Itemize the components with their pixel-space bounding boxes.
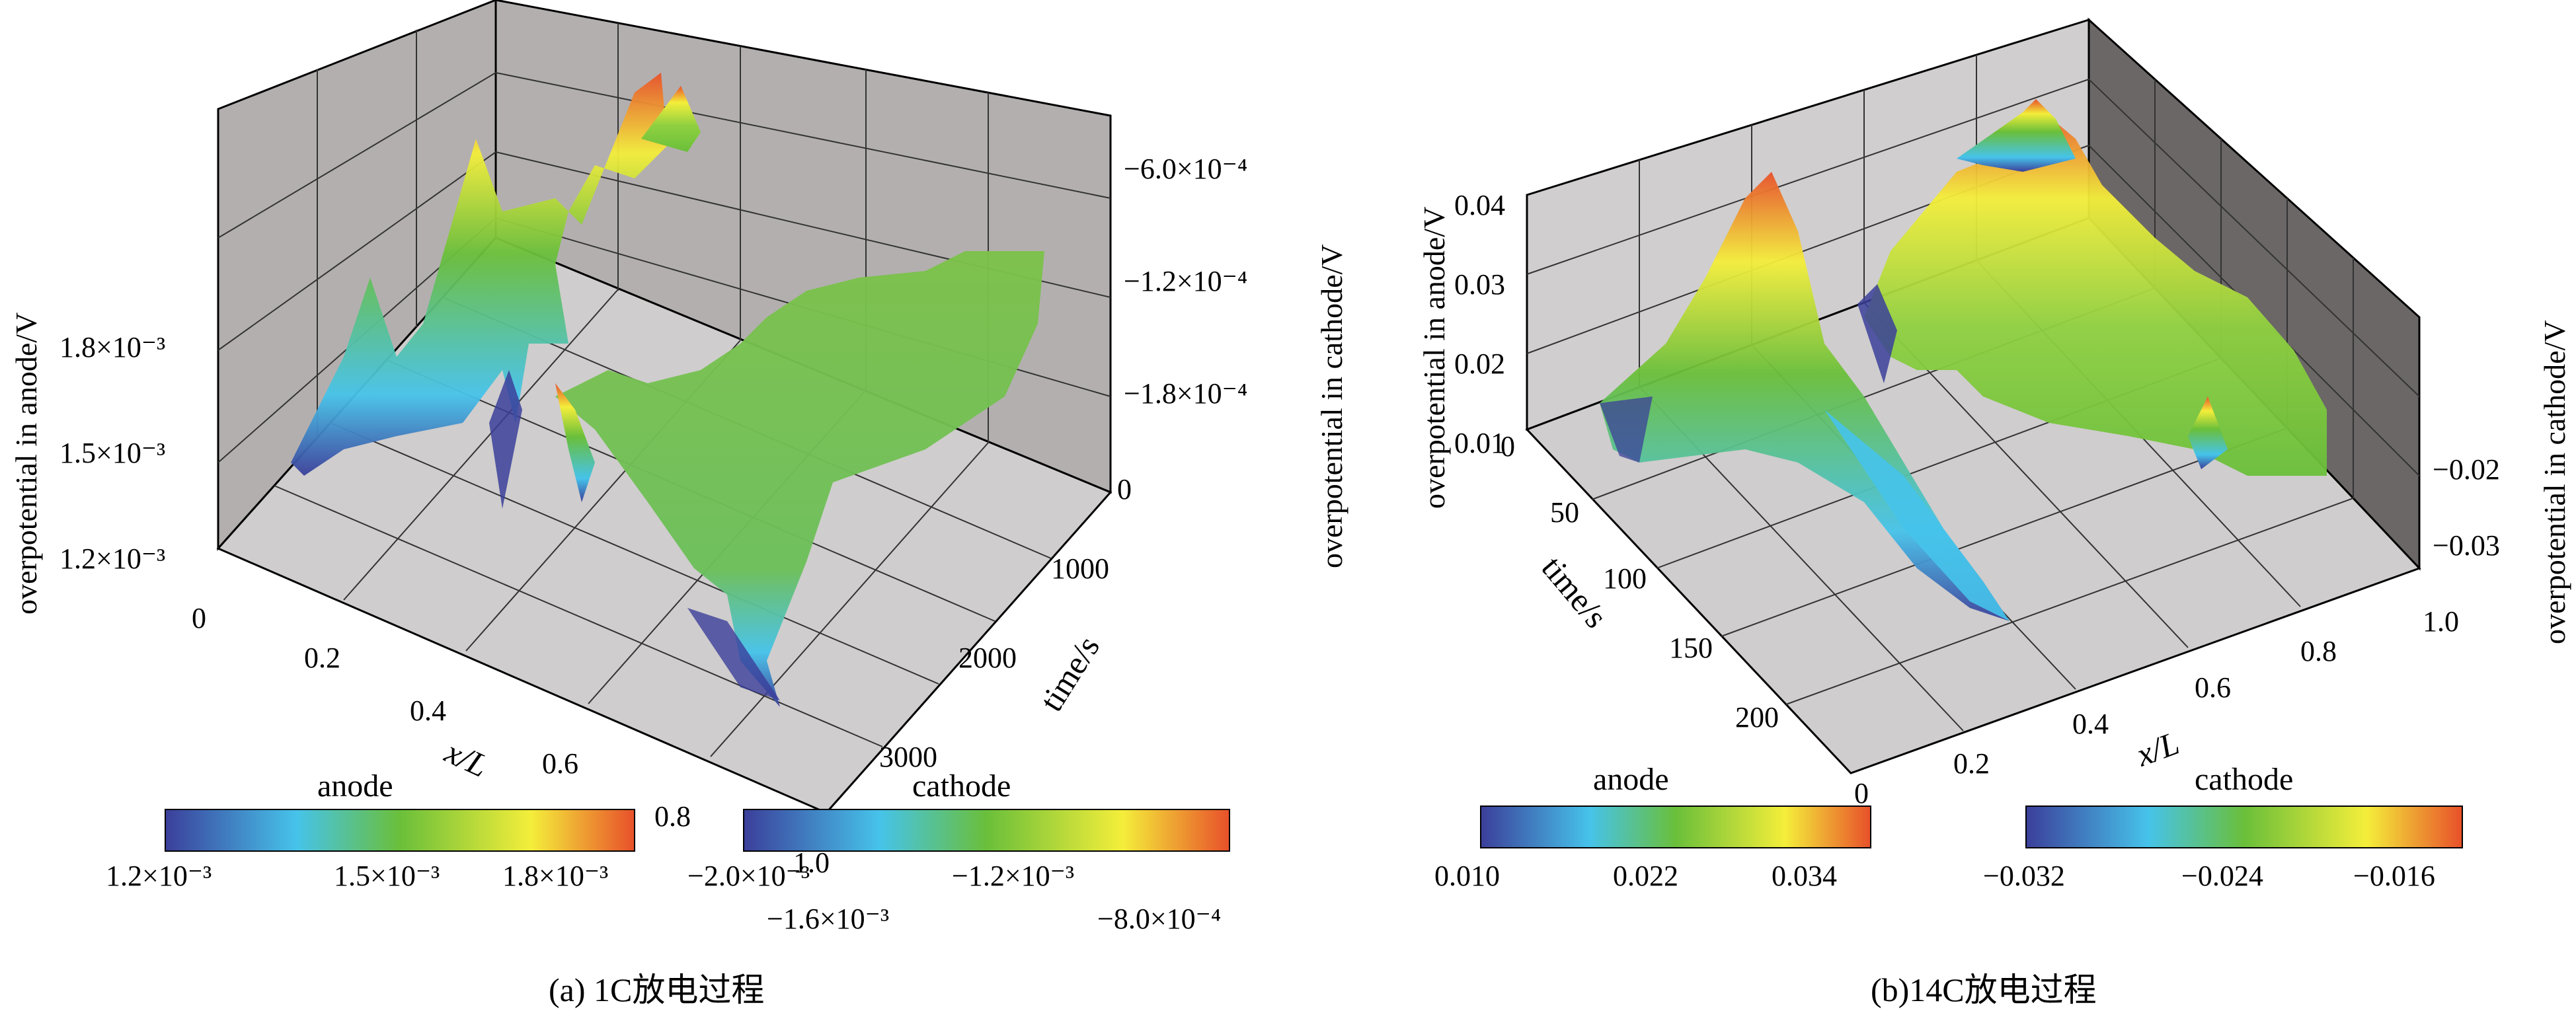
panel-a-cathode-low [687,608,780,700]
panel-b-anode-tick-4: 0.04 [1454,189,1505,221]
panel-b-x-tick-1: 0.2 [1953,747,1990,780]
panel-b-time-tick-3: 150 [1669,632,1713,664]
panel-b-cbar-anode [1480,805,1871,848]
panel-a-anode-dip [489,370,522,509]
panel-a-cbar-anode-tick-0: 1.2×10⁻³ [106,860,212,892]
panel-a-time-tick-2: 2000 [958,642,1017,674]
panel-b-x-tick-3: 0.6 [2195,671,2231,704]
panel-a-time-tick-3: 3000 [879,741,937,773]
panel-a-cbar-cathode-tick-0: −2.0×10⁻³ [687,860,810,892]
panel-a-cbar-cathode-name: cathode [912,768,1011,804]
panel-a-xlabel: x/L [439,733,493,784]
panel-b-cathode-top [1957,99,2076,172]
panel-b-cbar-cathode [2025,805,2463,848]
panel-a-anode-tick-2: 1.5×10⁻³ [59,437,165,469]
panel-b-cathode-tick-2: −0.03 [2433,529,2500,562]
panel-b-x-tick-origin: 0 [1854,777,1869,809]
panel-a-time-tick-0: 0 [1117,473,1132,506]
panel-a-cbar-anode-tick-1: 1.5×10⁻³ [334,860,440,892]
panel-b-x-tick-5: 1.0 [2423,605,2459,638]
panel-b-cathode-tick-1: −0.02 [2433,453,2500,486]
panel-b-x-tick-2: 0.4 [2072,708,2109,740]
panel-b-cbar-anode-tick-0: 0.010 [1434,860,1500,892]
panel-a-x-tick-2: 0.4 [410,694,446,727]
panel-a-x-tick-4: 0.8 [654,800,691,833]
panel-b-zlabel-right: overpotential in cathode/V [2538,320,2571,644]
panel-b-anode-tick-1: 0.01 [1454,427,1505,459]
panel-a-anode-surface [291,73,668,476]
panel-a-cbar-cathode [743,809,1230,852]
panel-b-x-tick-4: 0.8 [2300,635,2337,667]
panel-a-cbar-anode [165,809,635,852]
panel-b-cbar-anode-tick-2: 0.034 [1772,860,1837,892]
panel-a-cbar-cathode-tick-2: −1.2×10⁻³ [952,860,1074,892]
panel-b-cbar-anode-tick-1: 0.022 [1613,860,1678,892]
panel-b-time-tick-4: 200 [1735,701,1779,733]
panel-b-anode-tick-2: 0.02 [1454,348,1505,380]
panel-a-cathode-surface [555,251,1044,707]
panel-b-cbar-anode-name: anode [1593,762,1669,797]
panel-a-cbar-cathode-tick-3: −8.0×10⁻⁴ [1097,903,1221,935]
panel-a-anode-spike [641,86,701,152]
panel-b-cbar-cathode-tick-1: −0.024 [2181,860,2263,892]
panel-a-cbar-anode-name: anode [317,768,393,804]
panel-b-time-tick-0: 0 [1501,430,1515,463]
panel-b-cbar-cathode-tick-0: −0.032 [1983,860,2065,892]
panel-b-time-tick-2: 100 [1603,562,1647,595]
panel-a-zlabel-left: overpotential in anode/V [9,313,43,615]
panel-a-anode-tick-1: 1.8×10⁻³ [59,331,165,363]
panel-a-cathode-tick-3: −1.8×10⁻⁴ [1124,377,1247,410]
panel-a-x-tick-3: 0.6 [542,747,578,780]
panel-b-caption: (b)14C放电过程 [1871,971,2097,1008]
panel-b-time-tick-1: 50 [1550,496,1579,529]
panel-a-ylabel: time/s [1033,630,1107,718]
panel-b-cathode-dip [1857,284,1897,383]
panel-b-cathode-surface [1864,106,2327,476]
panel-a-cathode-tick-1: −6.0×10⁻⁴ [1124,153,1247,185]
panel-a-cbar-cathode-tick-1: −1.6×10⁻³ [767,903,889,935]
panel-b-anode-tail [1824,410,2010,621]
panel-a-cathode-spike [555,383,595,502]
panel-a-x-tick-5: 1.0 [793,846,830,879]
panel-b-anode-blue [1600,396,1653,463]
panel-a-x-tick-0: 0 [192,602,206,634]
panel-a-time-tick-1: 1000 [1051,552,1109,585]
panel-b-xlabel: x/L [2131,724,2184,774]
panel-a-cbar-anode-tick-2: 1.8×10⁻³ [502,860,608,892]
panel-b-cbar-cathode-name: cathode [2195,762,2293,797]
panel-b-zlabel-left: overpotential in anode/V [1417,207,1451,509]
panel-a-zlabel-right: overpotential in cathode/V [1315,244,1348,568]
panel-b-cathode-spike [2188,396,2228,469]
panel-a-cathode-tick-2: −1.2×10⁻⁴ [1124,265,1247,297]
panel-a-x-tick-1: 0.2 [304,642,340,674]
panel-b-anode-tick-3: 0.03 [1454,268,1505,301]
panel-a: 1.8×10⁻³ 1.5×10⁻³ 1.2×10⁻³ overpotential… [9,0,1348,1008]
panel-b: 0.04 0.03 0.02 0.01 overpotential in ano… [1417,17,2571,1008]
panel-b-cbar-cathode-tick-2: −0.016 [2353,860,2435,892]
panel-a-anode-tick-3: 1.2×10⁻³ [59,543,165,575]
panel-a-caption: (a) 1C放电过程 [549,971,764,1008]
